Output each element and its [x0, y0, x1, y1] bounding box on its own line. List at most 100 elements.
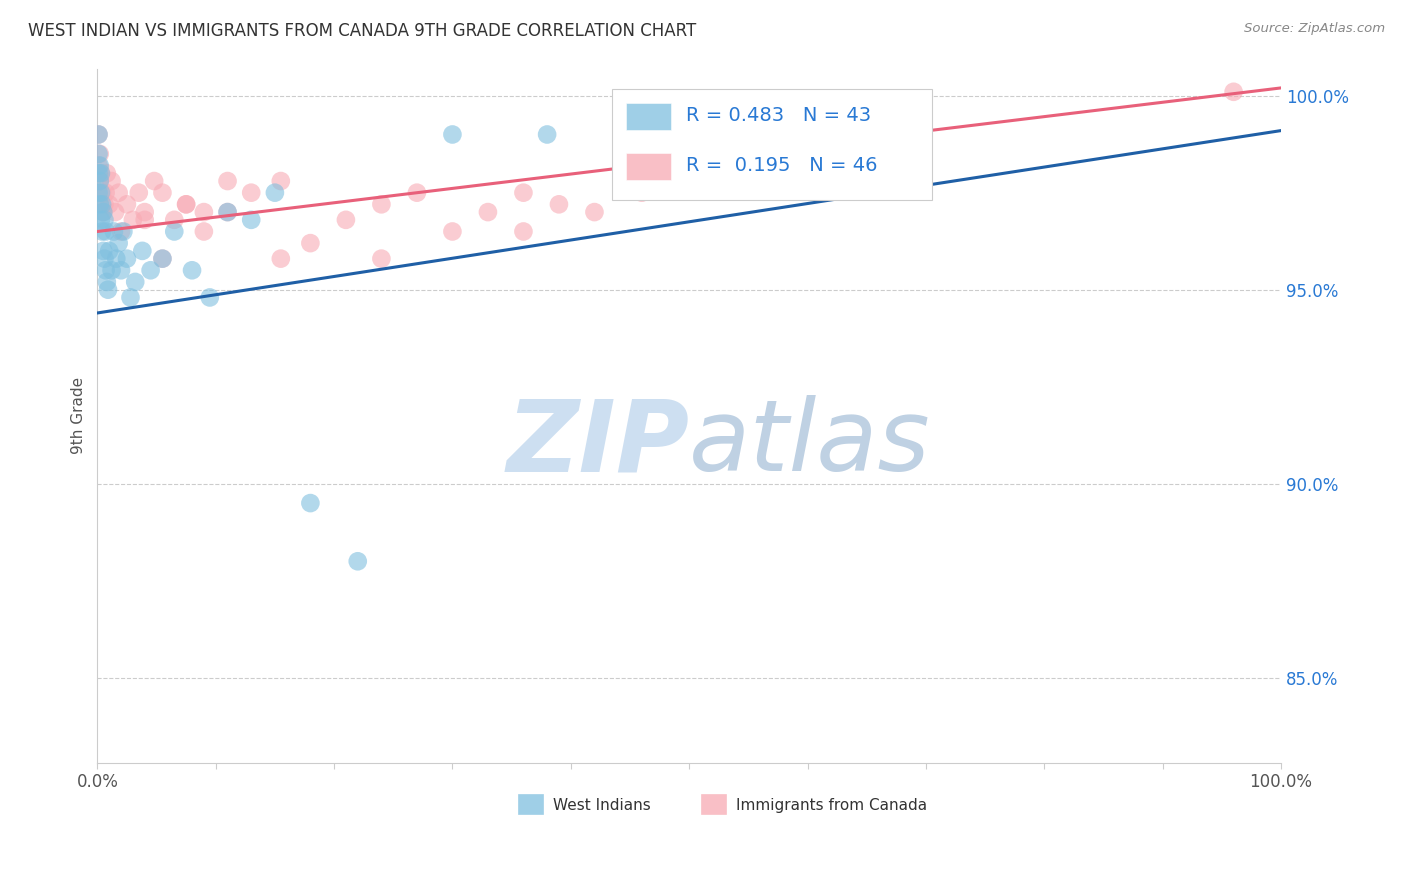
Point — [370, 197, 392, 211]
Point — [163, 212, 186, 227]
Point — [131, 244, 153, 258]
Point — [240, 212, 263, 227]
Point — [181, 263, 204, 277]
Point — [93, 252, 115, 266]
Point — [143, 174, 166, 188]
Point — [193, 205, 215, 219]
Point — [89, 197, 111, 211]
Text: ZIP: ZIP — [506, 395, 689, 492]
Point — [87, 166, 110, 180]
Point — [110, 263, 132, 277]
Point — [335, 212, 357, 227]
Point — [217, 205, 239, 219]
Point — [536, 128, 558, 142]
Point — [104, 205, 127, 219]
Point — [270, 252, 292, 266]
Point — [240, 186, 263, 200]
Point — [89, 174, 111, 188]
Point — [98, 197, 121, 211]
Text: Immigrants from Canada: Immigrants from Canada — [737, 798, 928, 813]
Point — [120, 290, 142, 304]
Point — [139, 263, 162, 277]
Point — [87, 159, 110, 173]
Point — [89, 174, 111, 188]
Point — [152, 252, 174, 266]
Text: WEST INDIAN VS IMMIGRANTS FROM CANADA 9TH GRADE CORRELATION CHART: WEST INDIAN VS IMMIGRANTS FROM CANADA 9T… — [28, 22, 696, 40]
Point — [90, 166, 112, 180]
Bar — [627, 103, 672, 129]
Point — [174, 197, 197, 211]
Point — [299, 496, 322, 510]
Point — [100, 263, 122, 277]
Point — [93, 197, 115, 211]
Point — [217, 174, 239, 188]
Point — [93, 212, 115, 227]
Point — [91, 244, 114, 258]
Point — [107, 236, 129, 251]
Point — [91, 205, 114, 219]
Point — [91, 225, 114, 239]
Point — [107, 186, 129, 200]
Point — [94, 225, 117, 239]
Point — [264, 186, 287, 200]
Point — [98, 244, 121, 258]
Point — [134, 212, 156, 227]
Point — [134, 205, 156, 219]
Point — [87, 147, 110, 161]
Point — [91, 197, 114, 211]
Point — [96, 275, 118, 289]
Point — [174, 197, 197, 211]
Point — [512, 225, 534, 239]
Bar — [517, 794, 544, 815]
Point — [152, 252, 174, 266]
Point — [406, 186, 429, 200]
Text: atlas: atlas — [689, 395, 931, 492]
Point — [198, 290, 221, 304]
Point — [91, 186, 114, 200]
Point — [128, 186, 150, 200]
Text: West Indians: West Indians — [553, 798, 651, 813]
Point — [630, 186, 652, 200]
Point — [90, 166, 112, 180]
Text: R = 0.483   N = 43: R = 0.483 N = 43 — [686, 106, 870, 125]
Point — [477, 205, 499, 219]
Point — [124, 275, 146, 289]
Point — [87, 128, 110, 142]
Bar — [702, 794, 727, 815]
Point — [90, 186, 112, 200]
Point — [115, 197, 138, 211]
Point — [217, 205, 239, 219]
Text: Source: ZipAtlas.com: Source: ZipAtlas.com — [1244, 22, 1385, 36]
Point — [370, 252, 392, 266]
Bar — [627, 153, 672, 179]
Point — [548, 197, 571, 211]
FancyBboxPatch shape — [612, 89, 932, 201]
Point — [121, 212, 143, 227]
Point — [89, 147, 111, 161]
Point — [583, 205, 606, 219]
Point — [163, 225, 186, 239]
Point — [97, 283, 120, 297]
Point — [346, 554, 368, 568]
Point — [110, 225, 132, 239]
Point — [94, 263, 117, 277]
Point — [441, 128, 464, 142]
Point — [193, 225, 215, 239]
Point — [94, 186, 117, 200]
Point — [96, 166, 118, 180]
Text: R =  0.195   N = 46: R = 0.195 N = 46 — [686, 156, 877, 175]
Point — [441, 225, 464, 239]
Point — [105, 252, 128, 266]
Point — [87, 128, 110, 142]
Point — [270, 174, 292, 188]
Point — [299, 236, 322, 251]
Point — [112, 225, 135, 239]
Y-axis label: 9th Grade: 9th Grade — [72, 377, 86, 454]
Point — [115, 252, 138, 266]
Point — [89, 159, 111, 173]
Point — [90, 212, 112, 227]
Point — [100, 174, 122, 188]
Point — [103, 225, 125, 239]
Point — [512, 186, 534, 200]
Point — [152, 186, 174, 200]
